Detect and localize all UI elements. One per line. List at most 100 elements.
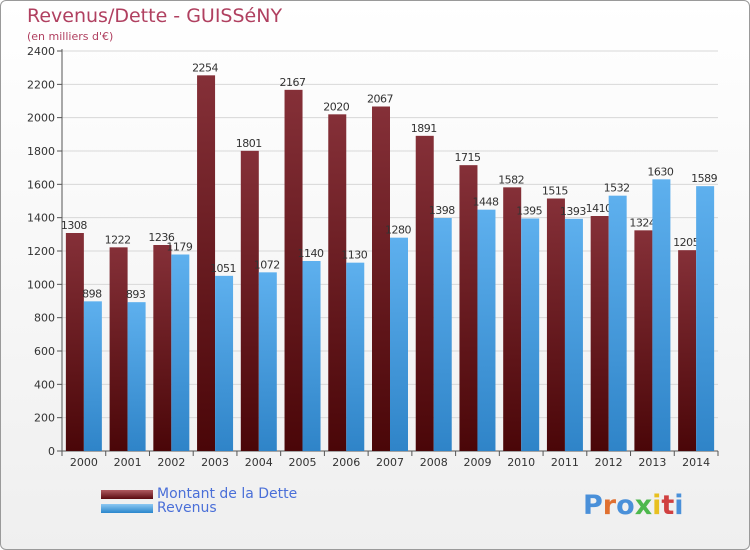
- x-tick-label: 2012: [595, 456, 623, 469]
- data-label-revenus: 1395: [516, 205, 542, 218]
- bar-dette: [284, 89, 303, 451]
- y-tick-label: 2000: [27, 112, 55, 125]
- x-tick-label: 2001: [114, 456, 142, 469]
- bar-revenus: [127, 302, 146, 451]
- y-tick-label: 1400: [27, 212, 55, 225]
- data-label-dette: 1801: [236, 137, 262, 150]
- chart-title: Revenus/Dette - GUISSéNY: [27, 5, 283, 27]
- data-label-dette: 1582: [498, 173, 524, 186]
- bar-revenus: [521, 218, 540, 451]
- legend-label-dette: Montant de la Dette: [157, 486, 298, 502]
- legend: Montant de la Dette Revenus: [101, 486, 298, 516]
- chart-subtitle: (en milliers d'€): [27, 30, 114, 43]
- logo-letter: t: [661, 490, 675, 521]
- bar-revenus: [390, 237, 408, 451]
- bar-dette: [153, 245, 172, 451]
- bar-revenus: [608, 195, 627, 451]
- data-label-revenus: 1630: [647, 165, 673, 178]
- logo-letter: i: [652, 490, 662, 521]
- bar-revenus: [564, 218, 583, 451]
- y-tick-label: 200: [34, 412, 55, 425]
- bar-dette: [546, 198, 565, 451]
- data-label-revenus: 1398: [429, 204, 455, 217]
- legend-swatch-revenus: [101, 503, 153, 513]
- bar-revenus: [302, 261, 321, 451]
- data-label-revenus: 898: [82, 287, 102, 300]
- x-tick-label: 2006: [332, 456, 360, 469]
- bar-dette: [459, 165, 478, 451]
- y-tick-label: 2400: [27, 45, 55, 58]
- x-tick-label: 2003: [201, 456, 229, 469]
- data-label-dette: 1236: [148, 231, 174, 244]
- data-label-revenus: 1140: [298, 247, 324, 260]
- bar-revenus: [258, 272, 277, 451]
- x-tick-label: 2007: [376, 456, 404, 469]
- logo-letter: i: [674, 490, 684, 521]
- data-label-dette: 1205: [673, 236, 699, 249]
- y-tick-label: 800: [34, 312, 55, 325]
- legend-label-revenus: Revenus: [157, 500, 217, 516]
- bar-dette: [590, 216, 609, 451]
- data-label-revenus: 893: [126, 288, 146, 301]
- data-label-revenus: 1179: [166, 241, 192, 254]
- data-label-revenus: 1532: [604, 182, 630, 195]
- bar-revenus: [477, 209, 496, 451]
- y-tick-label: 400: [34, 378, 55, 391]
- bar-dette: [109, 247, 128, 451]
- x-tick-label: 2008: [420, 456, 448, 469]
- data-label-revenus: 1130: [341, 249, 367, 262]
- bar-revenus: [652, 179, 671, 452]
- x-tick-label: 2011: [551, 456, 579, 469]
- logo-letter: r: [602, 490, 617, 521]
- y-tick-label: 0: [48, 445, 55, 458]
- data-label-dette: 1308: [61, 219, 87, 232]
- y-tick-label: 1200: [27, 245, 55, 258]
- bar-dette: [415, 135, 434, 452]
- x-tick-label: 2002: [157, 456, 185, 469]
- y-tick-label: 600: [34, 345, 55, 358]
- data-label-revenus: 1280: [385, 224, 411, 237]
- bar-revenus: [215, 275, 234, 451]
- data-label-dette: 1715: [454, 151, 480, 164]
- y-tick-label: 1000: [27, 278, 55, 291]
- data-label-revenus: 1072: [254, 258, 280, 271]
- data-label-dette: 2067: [367, 93, 393, 106]
- y-tick-label: 1600: [27, 178, 55, 191]
- data-label-revenus: 1393: [560, 205, 586, 218]
- bar-dette: [240, 150, 259, 452]
- logo-letter: o: [616, 490, 635, 521]
- bar-dette: [634, 230, 653, 451]
- x-tick-label: 2014: [682, 456, 710, 469]
- legend-item-revenus: Revenus: [101, 500, 297, 516]
- bar-revenus: [696, 186, 715, 451]
- data-label-dette: 1410: [586, 202, 612, 215]
- bar-revenus: [433, 218, 452, 451]
- legend-swatch-dette: [101, 489, 153, 499]
- bar-dette: [328, 114, 347, 451]
- logo-letter: x: [634, 490, 653, 521]
- x-tick-label: 2005: [289, 456, 317, 469]
- data-label-dette: 1891: [411, 122, 437, 135]
- x-tick-label: 2009: [463, 456, 491, 469]
- bar-revenus: [171, 254, 190, 451]
- logo-letter: P: [583, 490, 603, 521]
- data-label-dette: 1515: [542, 185, 568, 198]
- x-tick-label: 2004: [245, 456, 273, 469]
- x-tick-label: 2010: [507, 456, 535, 469]
- y-tick-label: 2200: [27, 78, 55, 91]
- y-tick-label: 1800: [27, 145, 55, 158]
- bar-dette: [65, 233, 84, 451]
- data-label-dette: 1222: [105, 233, 131, 246]
- bar-revenus: [83, 301, 102, 451]
- data-label-dette: 2020: [323, 100, 349, 113]
- data-label-revenus: 1589: [691, 172, 717, 185]
- bar-revenus: [346, 262, 365, 451]
- data-label-revenus: 1448: [472, 196, 498, 209]
- data-label-revenus: 1051: [210, 262, 236, 275]
- bar-dette: [678, 250, 697, 451]
- bar-dette: [503, 187, 522, 452]
- x-tick-label: 2000: [70, 456, 98, 469]
- data-label-dette: 1324: [629, 216, 655, 229]
- data-label-dette: 2167: [280, 76, 306, 89]
